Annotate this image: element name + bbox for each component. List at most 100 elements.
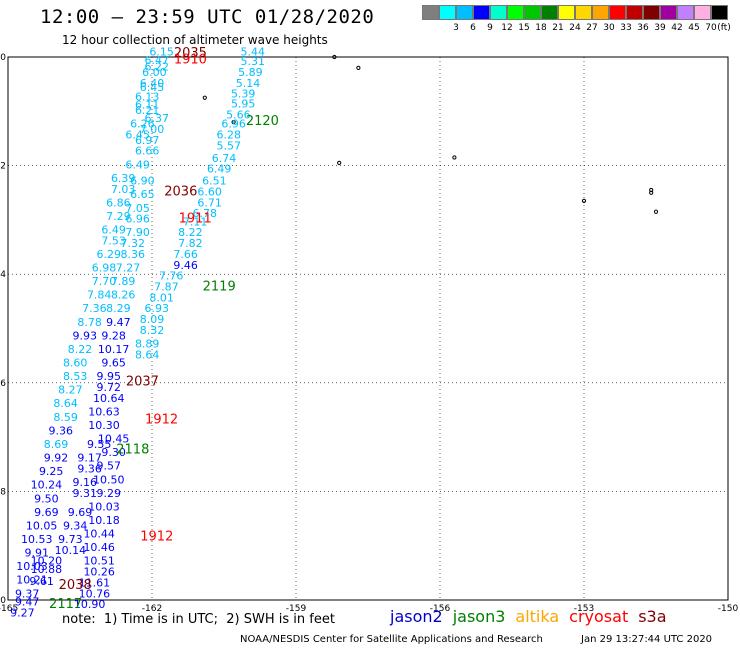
wave-height-value: 10.21 (16, 574, 48, 587)
wave-height-value: 8.09 (140, 313, 165, 326)
legend-swatch (456, 5, 473, 20)
wave-height-value: 6.90 (130, 175, 155, 188)
wave-height-value: 9.17 (77, 452, 102, 465)
wave-height-value: 5.57 (217, 139, 242, 152)
legend-swatch (643, 5, 660, 20)
wave-height-value: 9.69 (68, 506, 93, 519)
wave-height-value: 9.69 (34, 506, 59, 519)
wave-height-value: 5.95 (231, 97, 256, 110)
legend-label: 15 (518, 23, 530, 33)
wave-height-value: 6.60 (197, 185, 222, 198)
wave-height-value: 8.89 (135, 338, 160, 351)
wave-height-value: 10.05 (26, 519, 58, 532)
wave-height-value: 5.14 (236, 77, 261, 90)
wave-height-value: 6.49 (207, 163, 232, 176)
wave-height-value: 6.47 (145, 54, 170, 67)
wave-height-value: 6.65 (130, 188, 155, 201)
wave-height-value: 9.65 (101, 357, 126, 370)
wave-height-value: 10.64 (93, 392, 125, 405)
wave-height-value: 6.66 (135, 145, 160, 158)
wave-height-value: 9.55 (87, 438, 112, 451)
page-subtitle: 12 hour collection of altimeter wave hei… (62, 33, 328, 47)
wave-height-value: 7.32 (121, 237, 146, 250)
wave-height-value: 10.24 (31, 479, 63, 492)
legend-swatch (660, 5, 677, 20)
wave-height-value: 8.69 (44, 438, 69, 451)
wave-height-value: 7.70 (92, 275, 117, 288)
satellite-s3a: s3a (638, 607, 667, 626)
lon-tick-label: -153 (574, 604, 594, 614)
legend-label: 18 (535, 23, 547, 33)
pass-time-label: 2119 (203, 279, 236, 294)
lon-tick-label: -165 (0, 604, 18, 614)
wave-height-value: 10.46 (83, 541, 115, 554)
wave-height-value: 7.00 (140, 123, 165, 136)
wave-height-value: 7.89 (111, 275, 136, 288)
wave-height-value: 9.72 (97, 381, 122, 394)
wave-height-value: 9.95 (97, 370, 122, 383)
wave-height-value: 6.93 (145, 302, 170, 315)
wave-height-value: 10.63 (88, 405, 120, 418)
wave-height-value: 6.22 (145, 61, 170, 74)
wave-height-value: 10.45 (98, 433, 130, 446)
wave-height-value: 10.26 (83, 566, 115, 579)
legend-swatch (575, 5, 592, 20)
wave-height-value: 6.96 (125, 213, 150, 226)
wave-height-value: 9.25 (39, 465, 64, 478)
satellite-jason3: jason3 (452, 607, 506, 626)
legend-swatch (524, 5, 541, 20)
wave-height-value: 8.32 (140, 324, 165, 337)
island-outline (356, 65, 361, 70)
pass-time-label: 2036 (164, 184, 197, 199)
wave-height-value: 10.14 (55, 544, 87, 557)
satellite-legend: jason2 jason3 altika cryosat s3a (390, 607, 677, 626)
wave-height-value: 8.22 (68, 343, 93, 356)
wave-height-value: 6.86 (106, 196, 131, 209)
wave-height-value: 10.03 (88, 500, 120, 513)
wave-height-value: 5.89 (238, 66, 263, 79)
wave-height-value: 6.40 (140, 77, 165, 90)
wave-height-value: 7.82 (178, 237, 203, 250)
satellite-jason2: jason2 (390, 607, 443, 626)
wave-height-value: 6.29 (97, 248, 122, 261)
wave-height-value: 5.31 (241, 55, 266, 68)
pass-time-label: 1912 (140, 529, 173, 544)
lat-tick-label: -26 (0, 379, 6, 389)
wave-height-value: 9.91 (25, 547, 50, 560)
wave-height-value: 7.66 (173, 248, 198, 261)
wave-height-value: 8.53 (63, 370, 88, 383)
legend-swatch (711, 5, 728, 20)
wave-height-value: 9.57 (97, 460, 122, 473)
wave-height-value: 8.78 (77, 316, 102, 329)
legend-label: 39 (654, 23, 666, 33)
wave-height-value: 8.64 (53, 397, 78, 410)
wave-height-value: 6.49 (125, 158, 150, 171)
wave-height-value: 9.28 (101, 329, 126, 342)
pass-time-label: 2117 (49, 597, 82, 612)
island-outline (231, 120, 236, 125)
lon-tick-label: -162 (142, 604, 162, 614)
island-outline (332, 54, 337, 60)
legend-label: 3 (453, 23, 459, 33)
pass-time-label: 1911 (179, 212, 212, 227)
wave-height-value: 9.61 (29, 575, 54, 588)
wave-height-value: 10.76 (79, 587, 111, 600)
pass-time-label: 2038 (59, 578, 92, 593)
wave-height-value: 9.16 (73, 476, 98, 489)
legend-unit: (ft) (717, 23, 731, 33)
legend-swatch (541, 5, 558, 20)
legend-label: 42 (671, 23, 683, 33)
wave-height-value: 8.27 (58, 384, 83, 397)
lat-tick-label: -30 (0, 596, 6, 606)
island-outline (649, 190, 654, 195)
wave-height-value: 10.88 (31, 563, 63, 576)
wave-height-value: 6.00 (142, 66, 167, 79)
wave-height-value: 6.96 (221, 118, 246, 131)
wave-height-value: 9.36 (49, 424, 74, 437)
wave-height-value: 9.29 (97, 487, 122, 500)
wave-height-value: 6.74 (212, 152, 237, 165)
wave-height-value: 6.98 (92, 261, 117, 274)
wave-height-value: 10.50 (93, 473, 125, 486)
wave-height-value: 9.47 (15, 595, 40, 608)
